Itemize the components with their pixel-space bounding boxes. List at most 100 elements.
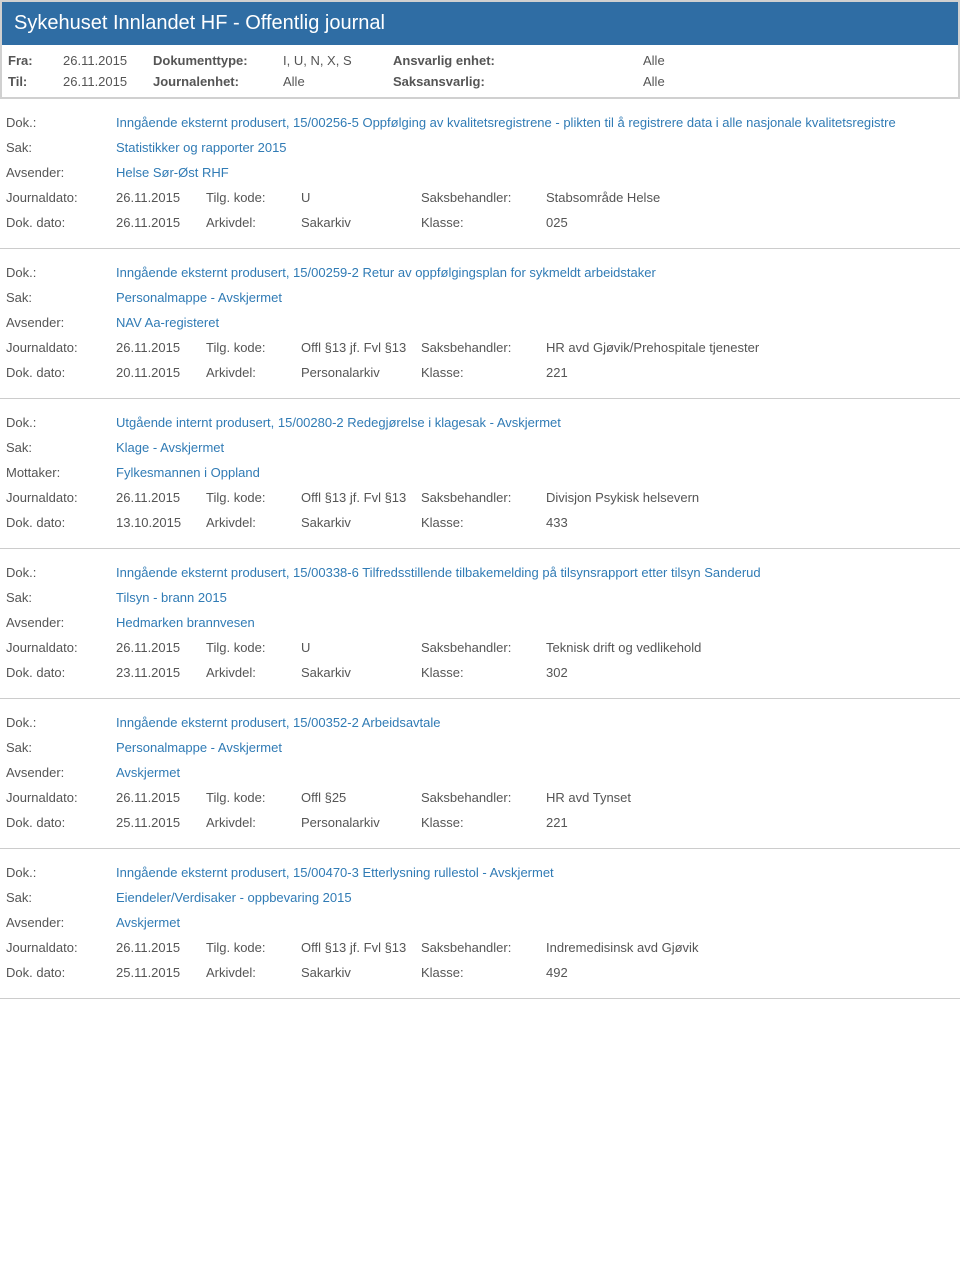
party-value: Avskjermet [116, 915, 954, 930]
tilgkode-val: Offl §13 jf. Fvl §13 [301, 340, 421, 355]
saksbehandler-label: Saksbehandler: [421, 340, 546, 355]
meta-saksansvarlig-label: Saksansvarlig: [393, 74, 643, 89]
sak-value: Tilsyn - brann 2015 [116, 590, 954, 605]
tilgkode-label: Tilg. kode: [206, 640, 301, 655]
arkivdel-val: Sakarkiv [301, 215, 421, 230]
journal-entry: Dok.: Inngående eksternt produsert, 15/0… [0, 99, 960, 249]
klasse-label: Klasse: [421, 515, 546, 530]
journaldato-val: 26.11.2015 [116, 490, 206, 505]
saksbehandler-label: Saksbehandler: [421, 490, 546, 505]
journal-entry: Dok.: Utgående internt produsert, 15/002… [0, 399, 960, 549]
arkivdel-label: Arkivdel: [206, 665, 301, 680]
sak-label: Sak: [6, 590, 116, 605]
journaldato-label: Journaldato: [6, 640, 116, 655]
meta-saksansvarlig-val: Alle [643, 74, 743, 89]
dokdato-label: Dok. dato: [6, 965, 116, 980]
dokdato-label: Dok. dato: [6, 215, 116, 230]
party-value: Helse Sør-Øst RHF [116, 165, 954, 180]
dokdato-val: 23.11.2015 [116, 665, 206, 680]
klasse-val: 221 [546, 815, 954, 830]
klasse-val: 492 [546, 965, 954, 980]
tilgkode-label: Tilg. kode: [206, 340, 301, 355]
dok-label: Dok.: [6, 265, 116, 280]
klasse-label: Klasse: [421, 365, 546, 380]
tilgkode-val: U [301, 190, 421, 205]
sak-value: Klage - Avskjermet [116, 440, 954, 455]
tilgkode-val: U [301, 640, 421, 655]
dok-value: Inngående eksternt produsert, 15/00470-3… [116, 865, 954, 880]
journal-entry: Dok.: Inngående eksternt produsert, 15/0… [0, 249, 960, 399]
arkivdel-val: Personalarkiv [301, 365, 421, 380]
arkivdel-val: Sakarkiv [301, 515, 421, 530]
party-value: Avskjermet [116, 765, 954, 780]
dok-label: Dok.: [6, 865, 116, 880]
klasse-label: Klasse: [421, 215, 546, 230]
saksbehandler-val: Divisjon Psykisk helsevern [546, 490, 954, 505]
party-label: Avsender: [6, 615, 116, 630]
dok-value: Utgående internt produsert, 15/00280-2 R… [116, 415, 954, 430]
meta-til-label: Til: [8, 74, 63, 89]
meta-doktype-label: Dokumenttype: [153, 53, 283, 68]
saksbehandler-val: Stabsområde Helse [546, 190, 954, 205]
party-value: Hedmarken brannvesen [116, 615, 954, 630]
party-label: Avsender: [6, 165, 116, 180]
journaldato-val: 26.11.2015 [116, 940, 206, 955]
journaldato-val: 26.11.2015 [116, 340, 206, 355]
meta-fra-val: 26.11.2015 [63, 53, 153, 68]
journaldato-label: Journaldato: [6, 790, 116, 805]
meta-ansvarlig-val: Alle [643, 53, 743, 68]
meta-grid: Fra: 26.11.2015 Dokumenttype: I, U, N, X… [0, 45, 960, 99]
dok-label: Dok.: [6, 415, 116, 430]
arkivdel-label: Arkivdel: [206, 515, 301, 530]
arkivdel-label: Arkivdel: [206, 215, 301, 230]
klasse-label: Klasse: [421, 815, 546, 830]
dok-value: Inngående eksternt produsert, 15/00352-2… [116, 715, 954, 730]
page-title: Sykehuset Innlandet HF - Offentlig journ… [0, 0, 960, 45]
party-label: Avsender: [6, 915, 116, 930]
dokdato-val: 20.11.2015 [116, 365, 206, 380]
meta-ansvarlig-label: Ansvarlig enhet: [393, 53, 643, 68]
journaldato-val: 26.11.2015 [116, 790, 206, 805]
klasse-val: 302 [546, 665, 954, 680]
meta-journalenhet-val: Alle [283, 74, 393, 89]
journaldato-val: 26.11.2015 [116, 190, 206, 205]
tilgkode-label: Tilg. kode: [206, 790, 301, 805]
saksbehandler-label: Saksbehandler: [421, 190, 546, 205]
dokdato-label: Dok. dato: [6, 815, 116, 830]
dok-label: Dok.: [6, 715, 116, 730]
arkivdel-val: Personalarkiv [301, 815, 421, 830]
saksbehandler-val: HR avd Tynset [546, 790, 954, 805]
entries-container: Dok.: Inngående eksternt produsert, 15/0… [0, 99, 960, 999]
dokdato-label: Dok. dato: [6, 515, 116, 530]
saksbehandler-label: Saksbehandler: [421, 790, 546, 805]
arkivdel-val: Sakarkiv [301, 965, 421, 980]
meta-til-val: 26.11.2015 [63, 74, 153, 89]
dok-value: Inngående eksternt produsert, 15/00259-2… [116, 265, 954, 280]
klasse-val: 433 [546, 515, 954, 530]
saksbehandler-label: Saksbehandler: [421, 640, 546, 655]
tilgkode-label: Tilg. kode: [206, 940, 301, 955]
sak-value: Personalmappe - Avskjermet [116, 290, 954, 305]
dokdato-val: 26.11.2015 [116, 215, 206, 230]
tilgkode-val: Offl §13 jf. Fvl §13 [301, 490, 421, 505]
dok-label: Dok.: [6, 565, 116, 580]
sak-label: Sak: [6, 140, 116, 155]
arkivdel-label: Arkivdel: [206, 965, 301, 980]
dokdato-val: 25.11.2015 [116, 815, 206, 830]
tilgkode-val: Offl §25 [301, 790, 421, 805]
arkivdel-val: Sakarkiv [301, 665, 421, 680]
klasse-label: Klasse: [421, 965, 546, 980]
saksbehandler-val: Indremedisinsk avd Gjøvik [546, 940, 954, 955]
sak-label: Sak: [6, 740, 116, 755]
journaldato-val: 26.11.2015 [116, 640, 206, 655]
journal-entry: Dok.: Inngående eksternt produsert, 15/0… [0, 699, 960, 849]
sak-value: Eiendeler/Verdisaker - oppbevaring 2015 [116, 890, 954, 905]
tilgkode-label: Tilg. kode: [206, 490, 301, 505]
arkivdel-label: Arkivdel: [206, 815, 301, 830]
meta-doktype-val: I, U, N, X, S [283, 53, 393, 68]
saksbehandler-val: Teknisk drift og vedlikehold [546, 640, 954, 655]
klasse-val: 221 [546, 365, 954, 380]
dokdato-label: Dok. dato: [6, 365, 116, 380]
klasse-val: 025 [546, 215, 954, 230]
dokdato-label: Dok. dato: [6, 665, 116, 680]
